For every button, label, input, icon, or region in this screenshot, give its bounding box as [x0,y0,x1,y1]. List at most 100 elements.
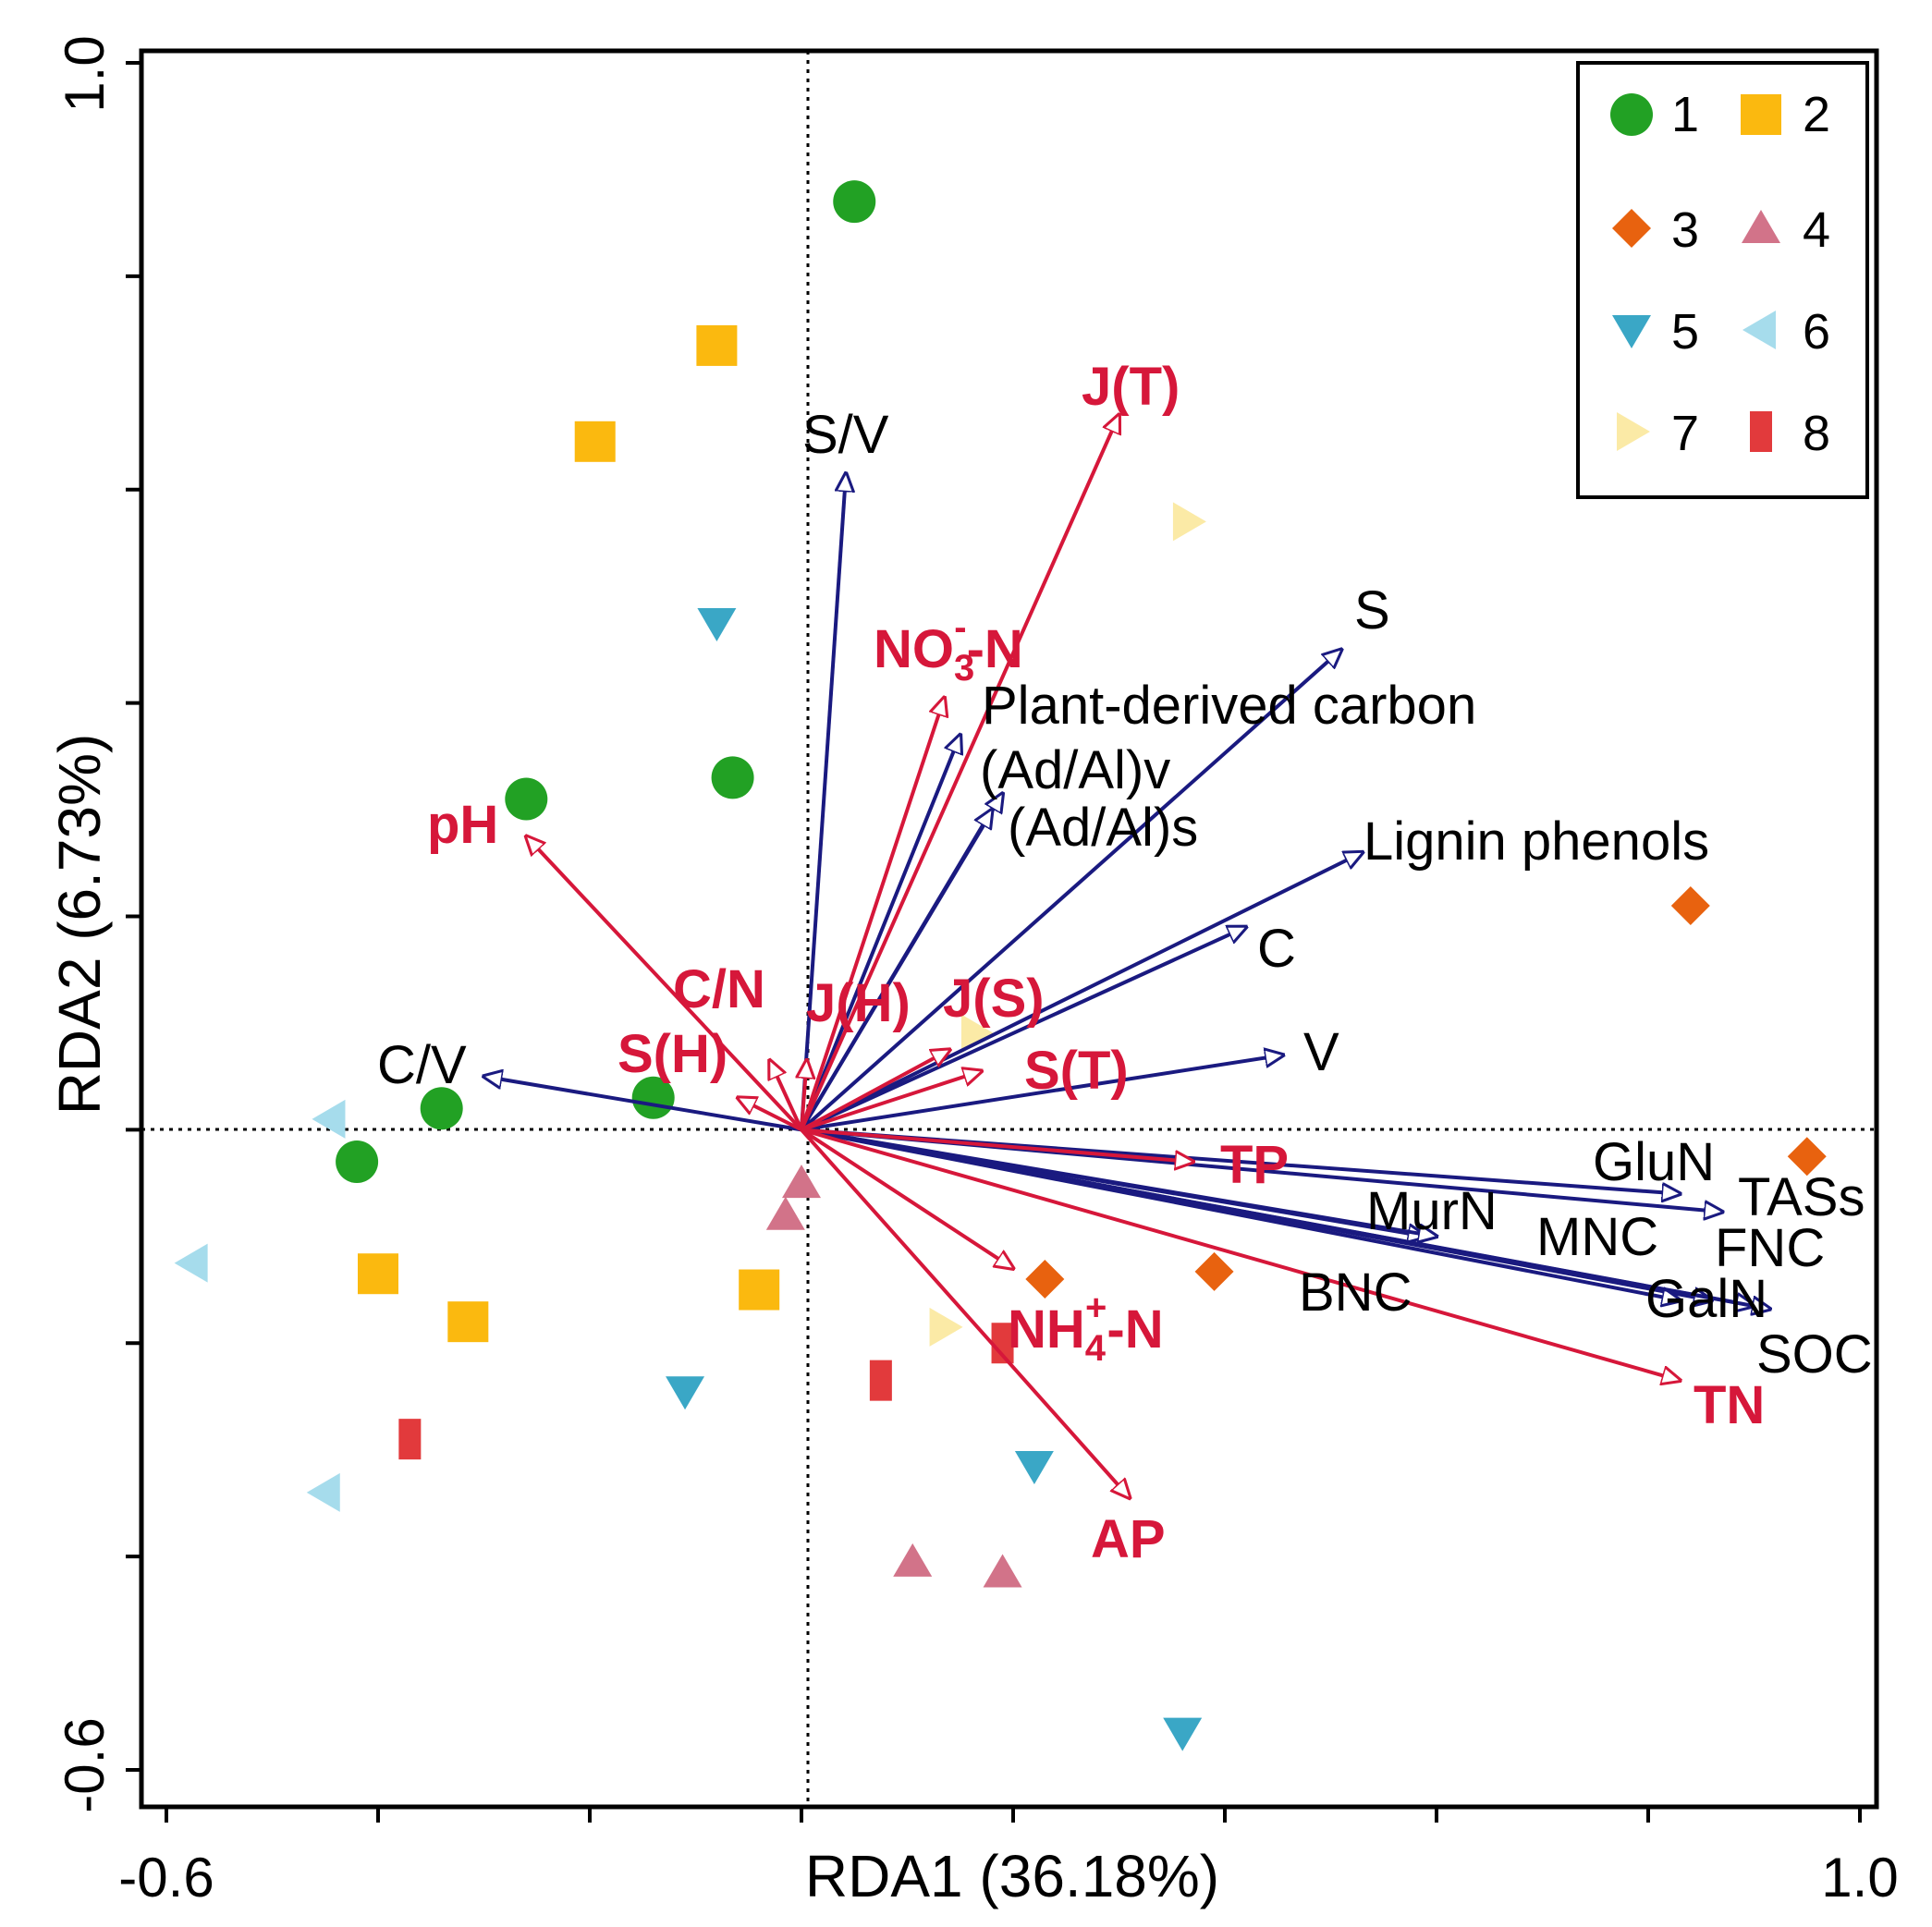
legend-label-6: 6 [1803,304,1830,360]
legend-markers [1610,93,1781,452]
label-s-t: S(T) [1024,1041,1129,1101]
vector-ad-al-s [800,810,992,1131]
point-group3-1 [1787,1137,1827,1177]
y-axis-title: RDA2 (6.73%) [46,734,113,1116]
point-group4-1 [765,1196,805,1230]
nh4-subscript: 4 [1085,1328,1107,1369]
vector-j-t [800,415,1119,1131]
response-labels: S/V S Plant-derived carbon (Ad/Al)v (Ad/… [377,405,1873,1384]
vector-c [801,927,1246,1132]
vector-tn [801,1128,1680,1380]
label-c-v: C/V [377,1035,467,1095]
label-s-h: S(H) [618,1024,728,1084]
plot-frame [139,48,1879,1810]
x-axis-ticks [165,1807,1862,1823]
vector-ph [526,836,803,1131]
point-group6-2 [306,1472,340,1512]
vector-s [800,650,1341,1131]
no3-subscript: 3 [954,648,974,689]
vector-v [801,1055,1283,1132]
vector-bnc [801,1128,1437,1236]
legend-marker-3 [1612,209,1651,248]
legend-marker-2 [1741,94,1781,135]
vector-ap [800,1128,1130,1497]
vector-nh4-n [800,1128,1013,1268]
vector-s-v [800,473,846,1130]
vector-j-s [801,1050,949,1132]
explanatory-labels: J(T) NO3--N pH C/N S(H) J(H) J(S) S(T) T… [427,357,1765,1569]
label-j-s: J(S) [943,969,1045,1029]
label-glun: GluN [1593,1132,1715,1192]
label-ap: AP [1091,1509,1166,1569]
label-ph: pH [427,795,498,855]
legend-marker-1 [1610,93,1653,136]
label-lignin-phenols: Lignin phenols [1363,811,1709,872]
legend-label-2: 2 [1803,87,1830,142]
point-group1-0 [833,180,876,224]
label-mnc: MNC [1536,1207,1658,1267]
label-tn: TN [1694,1375,1765,1435]
point-group4-2 [893,1543,933,1577]
vector-lignin-phenols [801,852,1363,1132]
point-group1-5 [336,1140,379,1184]
label-fnc: FNC [1715,1218,1825,1278]
label-c: C [1257,919,1296,979]
label-c-n: C/N [673,959,765,1019]
x-tick-label-min: -0.6 [118,1847,214,1909]
legend: 1 2 3 4 5 6 7 8 [1576,61,1869,499]
point-group4-0 [782,1165,821,1199]
legend-marker-8 [1750,411,1772,452]
label-tp: TP [1220,1135,1289,1195]
point-group3-0 [1670,885,1710,925]
point-group7-0 [1172,502,1206,542]
vector-c-v [484,1077,802,1132]
legend-marker-6 [1742,311,1776,349]
legend-marker-7 [1617,412,1650,451]
point-group7-1 [960,1014,995,1054]
vector-c-n [770,1060,803,1131]
no3-superscript: - [954,607,966,648]
legend-label-7: 7 [1671,406,1699,461]
nh4-base: NH [1008,1299,1085,1360]
vector-tp [801,1128,1193,1162]
y-tick-label-max: 1.0 [54,35,116,112]
point-group2-1 [574,421,616,462]
vector-s-t [801,1071,982,1132]
label-no3-n: NO3--N [874,607,1023,689]
point-group1-4 [420,1087,463,1130]
label-j-t: J(T) [1082,357,1180,417]
x-tick-label-max: 1.0 [1821,1847,1898,1909]
point-group2-3 [447,1301,489,1343]
no3-suffix: -N [967,619,1023,679]
sample-points [174,180,1827,1751]
point-group5-0 [697,608,737,642]
point-group5-1 [666,1376,705,1410]
vector-s-h [738,1098,802,1132]
vector-j-h [801,1060,807,1130]
y-axis-ticks [126,61,141,1772]
point-group1-2 [505,777,548,821]
label-j-h: J(H) [806,973,911,1033]
vector-plant-derived-carbon [800,735,960,1131]
vector-soc [801,1128,1770,1309]
point-group4-3 [983,1554,1022,1588]
legend-label-3: 3 [1671,202,1699,258]
nh4-superscript: + [1085,1287,1107,1328]
label-ad-al-s: (Ad/Al)s [1008,798,1198,858]
no3-base: NO [874,619,954,679]
y-tick-label-min: -0.6 [54,1717,116,1812]
point-group8-1 [869,1360,892,1401]
x-axis-title: RDA1 (36.18%) [805,1843,1219,1909]
legend-label-5: 5 [1671,304,1699,360]
label-plant-derived-carbon: Plant-derived carbon [982,676,1476,736]
label-v: V [1303,1022,1339,1082]
point-group6-1 [174,1243,208,1283]
legend-label-1: 1 [1671,87,1699,142]
legend-marker-4 [1742,210,1780,243]
label-ad-al-v: (Ad/Al)v [980,740,1170,800]
label-s: S [1354,580,1390,640]
nh4-suffix: -N [1107,1299,1163,1360]
legend-label-4: 4 [1803,202,1830,258]
point-group7-2 [929,1307,963,1347]
